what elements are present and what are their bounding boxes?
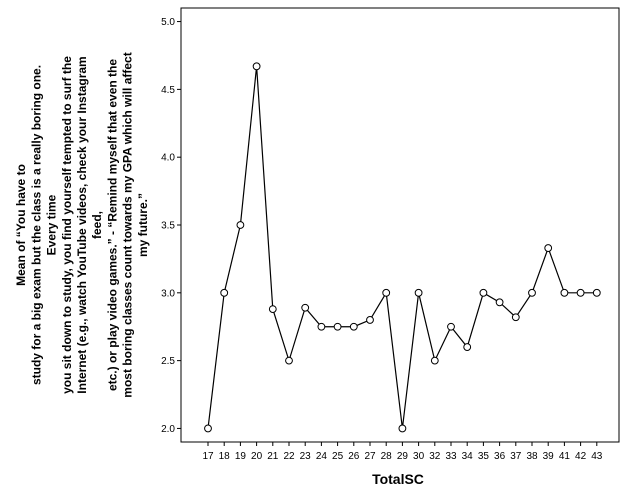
y-axis-title-line: Every time: [45, 194, 59, 255]
data-point: [511, 313, 520, 322]
data-point: [447, 322, 455, 331]
data-point: [301, 303, 310, 312]
data-point: [479, 288, 488, 297]
data-point: [268, 305, 277, 313]
y-tick-label: 3.0: [161, 288, 175, 299]
x-tick-label: 21: [267, 451, 279, 462]
x-tick-label: 43: [591, 451, 603, 462]
series-markers: [204, 62, 601, 433]
data-point: [430, 356, 439, 365]
y-axis-title-line: etc.) or play video games.” - “Remind my…: [105, 59, 119, 391]
y-axis-title: Mean of “You have to study for a big exam…: [14, 52, 150, 397]
y-axis: 2.0 2.5 3.0 3.5 4.0 4.5 5.0: [161, 17, 181, 435]
data-point: [414, 288, 423, 297]
x-tick-label: 41: [559, 451, 571, 462]
y-axis-title-line: study for a big exam but the class is a …: [29, 65, 43, 385]
x-tick-label: 18: [219, 451, 231, 462]
data-point: [495, 298, 504, 307]
x-axis: 17 18 19 20 21 22 23 24 25 26 27 28 29 30 32 33 34 35 36 37…: [202, 442, 603, 462]
data-point: [592, 288, 601, 297]
x-tick-label: 27: [364, 451, 376, 462]
data-point: [544, 244, 553, 252]
y-axis-title-line: most boring classes count towards my GPA…: [121, 52, 135, 397]
data-point: [204, 424, 212, 433]
x-tick-label: 28: [381, 451, 393, 462]
x-tick-label: 25: [332, 451, 344, 462]
y-axis-title-line: my future.”: [136, 193, 150, 257]
y-tick-label: 4.0: [161, 153, 175, 164]
x-tick-label: 39: [543, 451, 555, 462]
y-axis-title-line: Mean of “You have to: [14, 164, 28, 286]
data-point: [366, 316, 374, 324]
data-point: [317, 322, 326, 331]
data-point: [252, 62, 261, 71]
data-point: [382, 288, 391, 297]
x-tick-label: 19: [235, 451, 247, 462]
y-axis-title-line: Internet (e.g., watch YouTube videos, ch…: [75, 56, 89, 393]
data-point: [576, 288, 585, 297]
x-axis-title: TotalSC: [372, 471, 424, 487]
y-tick-label: 2.0: [161, 424, 175, 435]
data-point: [398, 424, 407, 433]
y-tick-label: 5.0: [161, 17, 175, 28]
x-tick-label: 22: [283, 451, 295, 462]
y-tick-label: 2.5: [161, 356, 175, 367]
x-tick-label: 42: [575, 451, 587, 462]
data-point: [285, 356, 293, 365]
x-tick-label: 24: [316, 451, 328, 462]
data-point: [528, 288, 536, 297]
y-tick-label: 3.5: [161, 221, 175, 232]
x-tick-label: 30: [413, 451, 425, 462]
y-axis-title-line: you sit down to study, you find yourself…: [60, 56, 74, 394]
x-tick-label: 26: [348, 451, 360, 462]
plot-area-frame: [180, 7, 620, 443]
x-tick-label: 36: [494, 451, 506, 462]
x-tick-label: 38: [526, 451, 538, 462]
x-tick-label: 32: [429, 451, 441, 462]
x-tick-label: 20: [251, 451, 263, 462]
x-tick-label: 33: [445, 451, 457, 462]
x-tick-label: 29: [397, 451, 409, 462]
data-point: [349, 322, 358, 331]
x-tick-label: 23: [300, 451, 312, 462]
y-axis-title-line: feed,: [90, 211, 104, 239]
y-tick-label: 4.5: [161, 85, 175, 96]
data-point: [463, 343, 472, 351]
x-tick-label: 34: [462, 451, 474, 462]
data-point: [220, 288, 229, 297]
x-tick-label: 17: [202, 451, 214, 462]
x-tick-label: 35: [478, 451, 490, 462]
data-point: [236, 221, 245, 229]
data-point: [333, 322, 342, 331]
data-point: [560, 288, 569, 297]
x-tick-label: 37: [510, 451, 522, 462]
